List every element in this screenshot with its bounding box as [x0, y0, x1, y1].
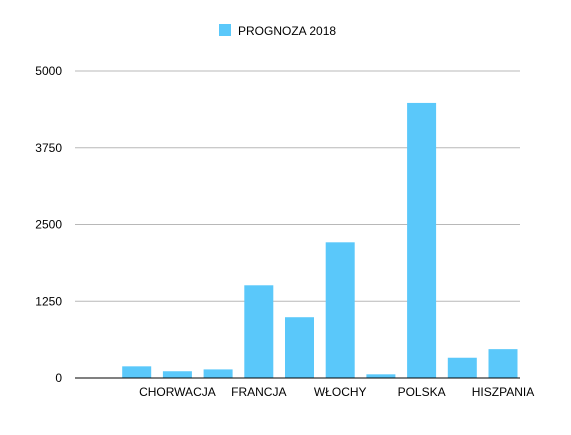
- y-tick-label: 1250: [35, 294, 62, 308]
- gridlines: [75, 70, 520, 302]
- bar: [366, 374, 396, 378]
- x-axis-tick-labels: CHORWACJA FRANCJA WŁOCHY POLSKA HISZPANIA: [139, 385, 534, 399]
- legend-label: PROGNOZA 2018: [238, 24, 336, 38]
- x-tick-label: HISZPANIA: [472, 385, 534, 399]
- x-tick-label: FRANCJA: [231, 385, 286, 399]
- bar: [488, 349, 518, 378]
- bar: [244, 285, 274, 378]
- y-tick-label: 2500: [35, 218, 62, 232]
- legend-swatch: [219, 24, 231, 36]
- y-tick-label: 5000: [35, 64, 62, 78]
- legend: PROGNOZA 2018: [219, 24, 336, 38]
- bar: [407, 102, 437, 378]
- bar: [325, 242, 355, 378]
- bar: [122, 366, 152, 378]
- x-tick-label: POLSKA: [398, 385, 446, 399]
- bars: [122, 102, 518, 378]
- y-tick-label: 3750: [35, 141, 62, 155]
- y-axis-tick-labels: 0 1250 2500 3750 5000: [35, 64, 62, 385]
- y-tick-label: 0: [55, 371, 62, 385]
- bar: [447, 357, 477, 378]
- bar: [203, 369, 233, 378]
- bar: [285, 317, 314, 378]
- x-tick-label: CHORWACJA: [139, 385, 216, 399]
- x-tick-label: WŁOCHY: [314, 385, 367, 399]
- bar: [162, 371, 192, 378]
